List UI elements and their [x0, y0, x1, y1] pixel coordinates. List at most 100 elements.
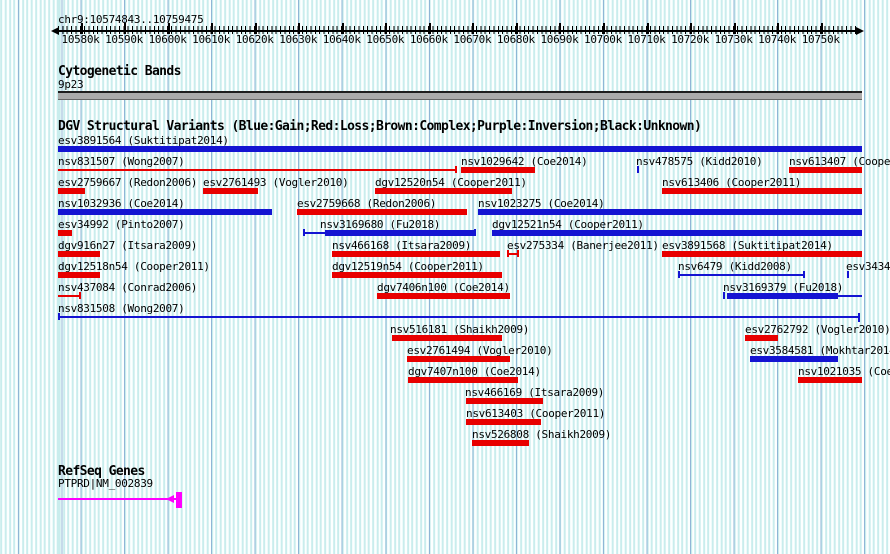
- ruler-major-tick: [385, 23, 388, 34]
- variant-label[interactable]: esv2759667 (Redon2006): [58, 176, 198, 189]
- variant-label[interactable]: nsv831508 (Wong2007): [58, 302, 185, 315]
- ruler-tick-label: 10620k: [235, 33, 274, 46]
- variant-label[interactable]: nsv613406 (Cooper2011): [662, 176, 802, 189]
- variant-glyph-box[interactable]: [332, 272, 502, 278]
- variant-glyph-tick[interactable]: [858, 313, 860, 322]
- variant-glyph-box[interactable]: [203, 188, 258, 194]
- refseq-gene-label[interactable]: PTPRD|NM_002839: [58, 477, 153, 490]
- ruler-right-arrow-icon: [856, 27, 864, 35]
- variant-label[interactable]: dgv12520n54 (Cooper2011): [375, 176, 527, 189]
- variant-glyph-box[interactable]: [662, 188, 862, 194]
- variant-label[interactable]: nsv6479 (Kidd2008): [678, 260, 792, 273]
- region-position-title: chr9:10574843..10759475: [58, 13, 204, 26]
- variant-glyph-tick[interactable]: [79, 292, 81, 299]
- variant-glyph-box[interactable]: [58, 272, 100, 278]
- variant-label[interactable]: dgv12521n54 (Cooper2011): [492, 218, 644, 231]
- variant-label[interactable]: nsv526808 (Shaikh2009): [472, 428, 612, 441]
- variant-glyph-box[interactable]: [662, 251, 862, 257]
- variant-label[interactable]: esv2759668 (Redon2006): [297, 197, 437, 210]
- variant-glyph-line[interactable]: [678, 274, 805, 276]
- variant-label[interactable]: esv2762792 (Vogler2010): [745, 323, 890, 336]
- variant-glyph-tick[interactable]: [474, 229, 476, 236]
- variant-glyph-box[interactable]: [789, 167, 862, 173]
- variant-label[interactable]: nsv3169379 (Fu2018): [723, 281, 844, 294]
- variant-glyph-box[interactable]: [58, 209, 272, 215]
- variant-label[interactable]: nsv613407 (Cooper2011): [789, 155, 890, 168]
- variant-glyph-line[interactable]: [838, 295, 862, 297]
- ruler-tick-label: 10590k: [105, 33, 143, 46]
- variant-glyph-box[interactable]: [297, 209, 467, 215]
- variant-glyph-tick[interactable]: [637, 166, 639, 173]
- cytobands-section-title: Cytogenetic Bands: [58, 64, 181, 79]
- variant-glyph-box[interactable]: [492, 230, 862, 236]
- variant-label[interactable]: nsv3169680 (Fu2018): [320, 218, 441, 231]
- variant-label[interactable]: esv34349: [846, 260, 890, 273]
- variant-glyph-box[interactable]: [466, 419, 541, 425]
- variant-glyph-tick[interactable]: [517, 250, 519, 257]
- variant-glyph-tick[interactable]: [723, 292, 725, 299]
- variant-glyph-box[interactable]: [750, 356, 838, 362]
- variant-glyph-box[interactable]: [58, 188, 85, 194]
- variant-label[interactable]: esv3891568 (Suktitipat2014): [662, 239, 833, 252]
- variant-glyph-box[interactable]: [461, 167, 535, 173]
- variant-label[interactable]: nsv516181 (Shaikh2009): [390, 323, 530, 336]
- variant-glyph-box[interactable]: [58, 230, 72, 236]
- gene-intron-line[interactable]: [58, 498, 176, 500]
- variant-glyph-box[interactable]: [745, 335, 778, 341]
- gene-exon-box[interactable]: [176, 492, 182, 508]
- variant-glyph-box[interactable]: [466, 398, 543, 404]
- ruler-tick-label: 10720k: [671, 33, 710, 46]
- variant-glyph-tick[interactable]: [847, 271, 849, 278]
- variant-label[interactable]: esv34992 (Pinto2007): [58, 218, 185, 231]
- cytoband-bar[interactable]: [58, 91, 862, 100]
- variant-glyph-line[interactable]: [58, 169, 455, 171]
- variant-glyph-tick[interactable]: [455, 166, 457, 173]
- variant-label[interactable]: dgv916n27 (Itsara2009): [58, 239, 198, 252]
- variant-glyph-box[interactable]: [408, 377, 518, 383]
- variant-label[interactable]: nsv831507 (Wong2007): [58, 155, 185, 168]
- variant-glyph-line[interactable]: [58, 295, 79, 297]
- ruler-major-tick: [777, 23, 780, 34]
- variant-glyph-box[interactable]: [478, 209, 862, 215]
- variant-glyph-box[interactable]: [392, 335, 502, 341]
- variant-label[interactable]: dgv7407n100 (Coe2014): [408, 365, 541, 378]
- variant-glyph-box[interactable]: [407, 356, 510, 362]
- cytoband-label[interactable]: 9p23: [58, 78, 84, 91]
- variant-label[interactable]: esv3891564 (Suktitipat2014): [58, 134, 229, 147]
- variant-glyph-box[interactable]: [58, 251, 100, 257]
- variant-label[interactable]: nsv466169 (Itsara2009): [465, 386, 605, 399]
- variant-glyph-line[interactable]: [58, 316, 859, 318]
- ruler-tick-label: 10700k: [584, 33, 622, 46]
- variant-glyph-box[interactable]: [375, 188, 512, 194]
- ruler-tick-label: 10600k: [148, 33, 187, 46]
- variant-label[interactable]: nsv613403 (Cooper2011): [466, 407, 606, 420]
- variant-label[interactable]: esv2761493 (Vogler2010): [203, 176, 349, 189]
- variant-glyph-box[interactable]: [58, 146, 862, 152]
- variant-label[interactable]: dgv12519n54 (Cooper2011): [332, 260, 484, 273]
- variant-label[interactable]: nsv1021035 (Coe2014): [798, 365, 890, 378]
- ruler-major-tick: [472, 23, 475, 34]
- variant-label[interactable]: nsv478575 (Kidd2010): [636, 155, 763, 168]
- variant-label[interactable]: nsv1032936 (Coe2014): [58, 197, 185, 210]
- variant-glyph-box[interactable]: [727, 293, 838, 299]
- variant-glyph-box[interactable]: [377, 293, 510, 299]
- variant-glyph-box[interactable]: [798, 377, 862, 383]
- ruler-tick-label: 10680k: [496, 33, 535, 46]
- variant-label[interactable]: esv275334 (Banerjee2011): [507, 239, 659, 252]
- variant-label[interactable]: esv2761494 (Vogler2010): [407, 344, 553, 357]
- variant-label[interactable]: dgv7406n100 (Coe2014): [377, 281, 510, 294]
- variant-label[interactable]: nsv1029642 (Coe2014): [461, 155, 588, 168]
- variant-glyph-box[interactable]: [472, 440, 529, 446]
- variant-label[interactable]: esv3584581 (Mokhtar2014): [750, 344, 890, 357]
- variant-glyph-box[interactable]: [325, 230, 474, 236]
- variant-glyph-tick[interactable]: [803, 271, 805, 278]
- variant-glyph-box[interactable]: [332, 251, 500, 257]
- ruler-axis-line: [58, 30, 858, 32]
- variant-label[interactable]: nsv466168 (Itsara2009): [332, 239, 472, 252]
- variant-glyph-line[interactable]: [303, 232, 325, 234]
- variant-label[interactable]: nsv437084 (Conrad2006): [58, 281, 198, 294]
- variant-label[interactable]: dgv12518n54 (Cooper2011): [58, 260, 210, 273]
- variant-label[interactable]: nsv1023275 (Coe2014): [478, 197, 605, 210]
- ruler-major-tick: [298, 23, 301, 34]
- variant-glyph-line[interactable]: [507, 253, 519, 255]
